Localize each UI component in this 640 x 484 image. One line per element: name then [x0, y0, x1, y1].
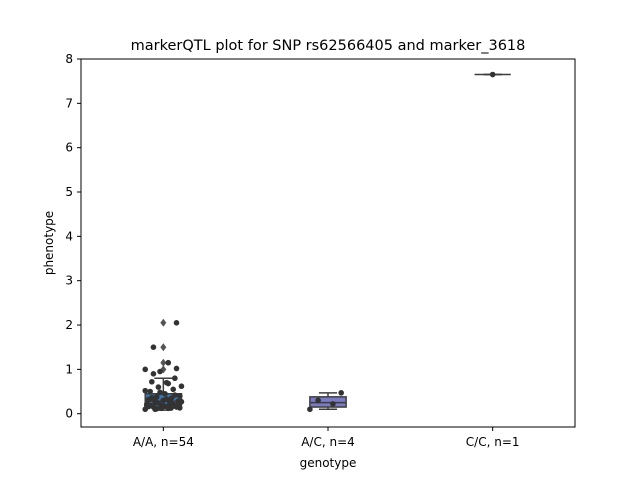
y-tick-label: 7: [65, 96, 73, 110]
strip-point: [172, 375, 178, 382]
strip-point: [162, 390, 168, 397]
x-tick-label: C/C, n=1: [466, 435, 520, 449]
outlier: [160, 343, 167, 352]
strip-point: [173, 365, 180, 372]
strip-point: [330, 401, 336, 407]
strip-point: [489, 71, 496, 78]
y-tick-label: 4: [65, 229, 73, 243]
outlier: [160, 358, 167, 367]
strip-point: [177, 405, 183, 411]
y-tick-label: 1: [65, 362, 73, 376]
x-tick-label: A/A, n=54: [133, 435, 194, 449]
strip-point: [170, 386, 177, 393]
y-tick-label: 2: [65, 318, 73, 332]
strip-point: [178, 398, 185, 405]
strip-point: [167, 399, 173, 405]
strip-point: [153, 406, 160, 412]
strip-point: [144, 401, 150, 407]
y-tick-label: 6: [65, 141, 73, 155]
strip-point: [158, 405, 165, 411]
y-tick-label: 5: [65, 185, 73, 199]
strip-point: [178, 383, 185, 390]
strip-point: [152, 397, 158, 403]
y-tick-label: 8: [65, 52, 73, 66]
x-tick-label: A/C, n=4: [301, 435, 355, 449]
strip-point: [150, 370, 157, 377]
strip-point: [157, 368, 163, 375]
strip-point: [173, 320, 180, 326]
strip-point: [172, 392, 178, 398]
y-tick-label: 0: [65, 407, 73, 421]
strip-point: [150, 344, 157, 350]
strip-point: [177, 393, 183, 399]
outlier: [160, 318, 167, 327]
chart-title: markerQTL plot for SNP rs62566405 and ma…: [131, 38, 526, 54]
y-axis-label: phenotype: [42, 211, 56, 275]
strip-point: [149, 378, 155, 385]
strip-point: [142, 387, 149, 394]
x-axis-label: genotype: [300, 456, 357, 470]
strip-point: [338, 390, 344, 396]
strip-point: [155, 384, 162, 390]
strip-point: [142, 366, 149, 373]
strip-point: [165, 359, 172, 366]
strip-point: [315, 397, 321, 404]
strip-point: [307, 406, 313, 413]
strip-point: [147, 388, 153, 395]
y-tick-label: 3: [65, 274, 73, 288]
strip-point: [157, 389, 163, 396]
strip-point: [165, 380, 172, 387]
